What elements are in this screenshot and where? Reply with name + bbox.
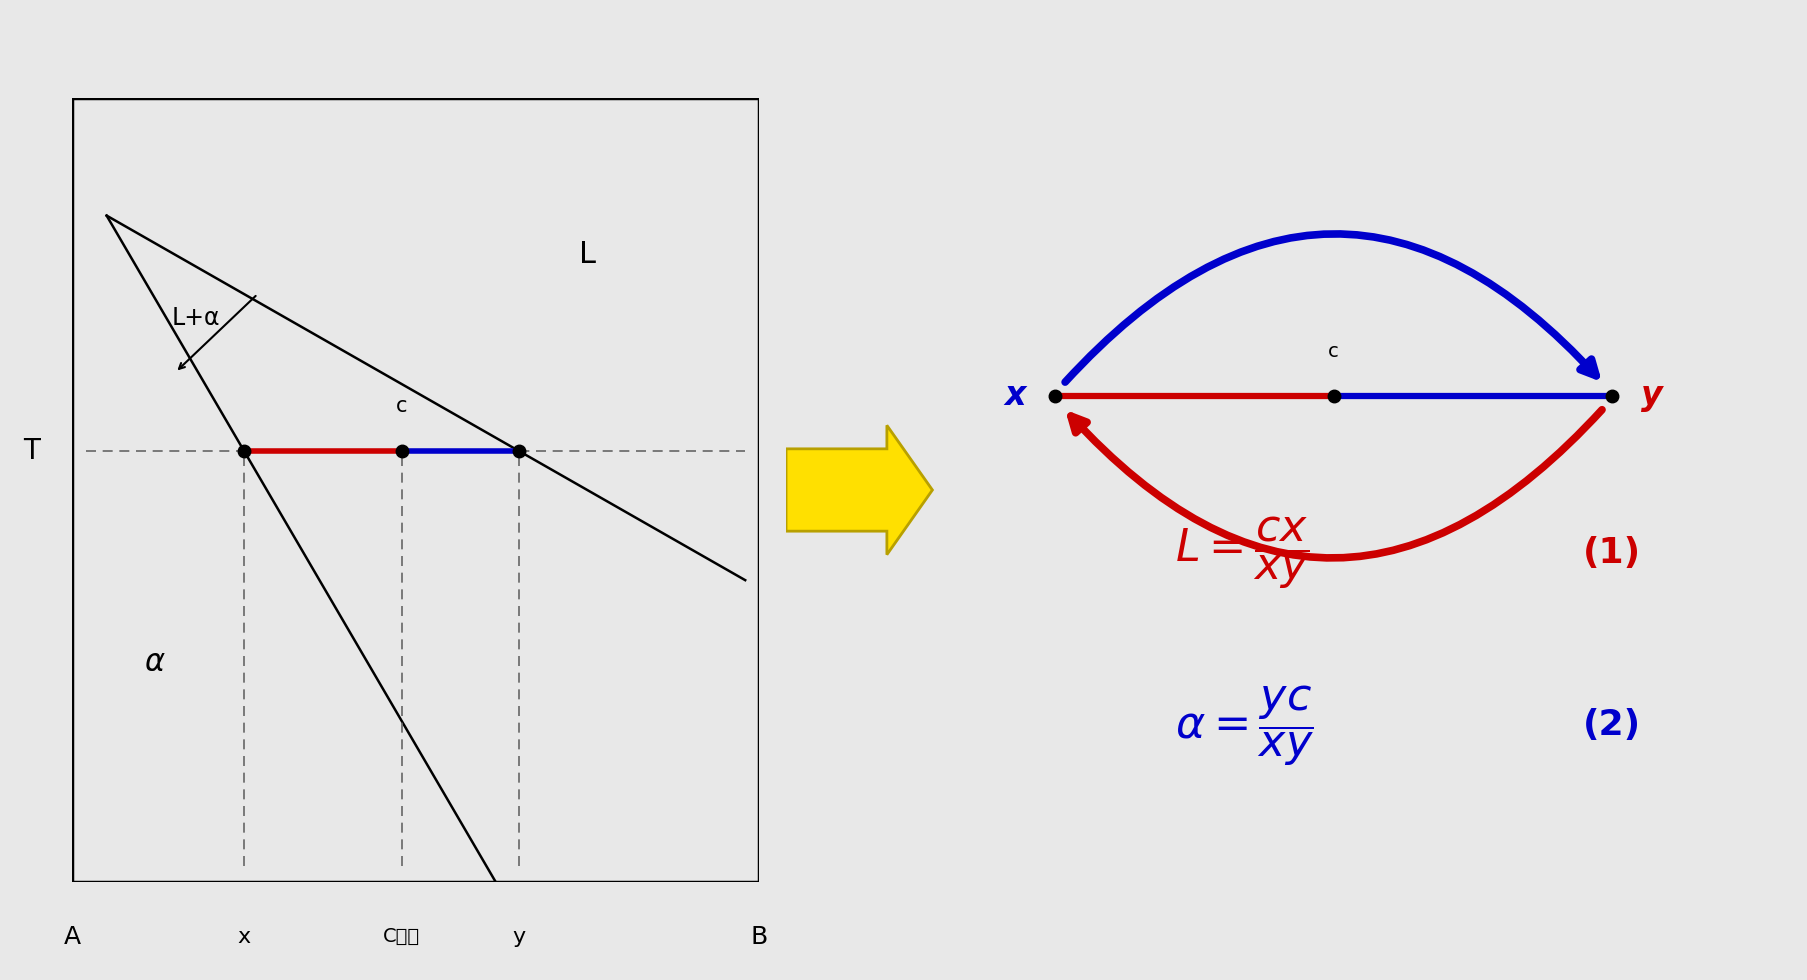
Text: T: T: [23, 437, 40, 465]
Text: (1): (1): [1583, 536, 1641, 569]
FancyArrow shape: [786, 425, 932, 555]
Text: y: y: [1641, 379, 1662, 413]
Text: c: c: [396, 396, 408, 416]
Text: (2): (2): [1583, 709, 1641, 742]
Text: A: A: [63, 925, 81, 949]
Text: c: c: [1328, 342, 1339, 361]
Text: α: α: [145, 648, 164, 677]
Text: y: y: [511, 927, 526, 947]
Text: x: x: [237, 927, 251, 947]
Text: C合金: C合金: [383, 927, 421, 947]
FancyArrowPatch shape: [1072, 410, 1603, 558]
Text: $\mathit{L} = \dfrac{\mathit{cx}}{\mathit{xy}}$: $\mathit{L} = \dfrac{\mathit{cx}}{\mathi…: [1175, 514, 1308, 591]
Text: x: x: [1005, 379, 1026, 413]
Text: L: L: [578, 240, 596, 270]
Text: L+α: L+α: [172, 306, 220, 329]
Text: B: B: [750, 925, 768, 949]
FancyArrowPatch shape: [1064, 234, 1596, 382]
Text: $\mathit{\alpha} = \dfrac{\mathit{yc}}{\mathit{xy}}$: $\mathit{\alpha} = \dfrac{\mathit{yc}}{\…: [1175, 683, 1314, 767]
